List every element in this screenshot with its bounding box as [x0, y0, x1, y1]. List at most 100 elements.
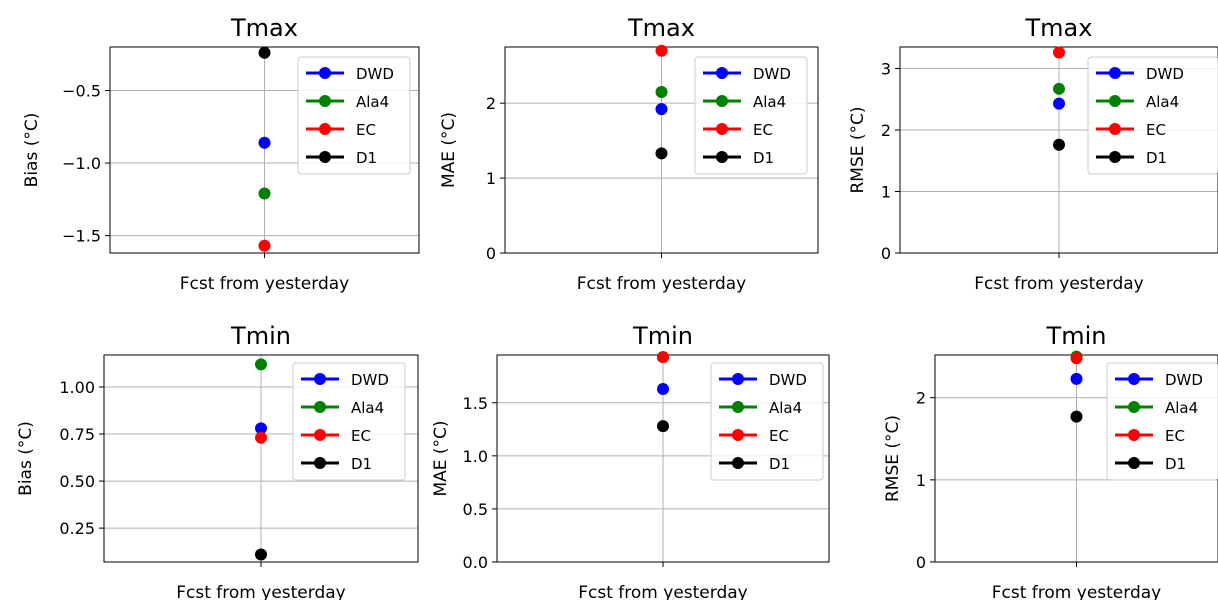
legend-label-dwd: DWD: [769, 371, 807, 389]
subplot-title: Tmax: [1025, 14, 1093, 42]
legend-marker-ec: [732, 429, 744, 441]
y-axis-label: MAE (°C): [439, 112, 459, 188]
x-axis-label: Fcst from yesterday: [577, 274, 746, 294]
subplot-title: Tmax: [230, 14, 298, 42]
subplot-4: 0.25 0.50 0.75 1.00 Tmin Fcst from yesterday B…: [16, 322, 419, 600]
y-tick-label: 1.00: [59, 378, 95, 397]
data-point-d1: [655, 147, 668, 160]
legend-label-d1: D1: [769, 455, 790, 473]
legend-label-ala4: Ala4: [1146, 93, 1179, 111]
y-axis-label: Bias (°C): [22, 113, 42, 188]
y-tick-label: −1.5: [62, 227, 101, 246]
y-tick-label: 0: [916, 553, 926, 572]
legend-label-ec: EC: [1146, 121, 1166, 139]
subplot-5: 0.0 0.5 1.0 1.5 Tmin Fcst from yesterday MAE (…: [431, 322, 830, 600]
subplot-6: 0 1 2 Tmin Fcst from yesterday RMSE (°C) DWD Al…: [883, 322, 1218, 600]
legend-label-d1: D1: [1165, 455, 1186, 473]
legend-marker-ala4: [1128, 401, 1140, 413]
legend-marker-ec: [1128, 429, 1140, 441]
y-tick-label: 0.50: [59, 472, 95, 491]
y-axis-label: MAE (°C): [431, 420, 451, 496]
data-point-dwd: [655, 103, 668, 116]
legend-marker-dwd: [1109, 67, 1121, 79]
data-point-dwd: [1070, 372, 1083, 385]
data-point-ec: [657, 351, 669, 364]
y-axis-label: RMSE (°C): [848, 106, 868, 193]
legend-marker-ec: [1109, 123, 1121, 135]
subplot-title: Tmin: [632, 322, 693, 350]
y-axis-label: RMSE (°C): [883, 415, 903, 502]
legend-box: [1106, 362, 1218, 481]
y-tick-label: 1: [916, 471, 926, 490]
y-tick-label: 2: [881, 121, 891, 140]
legend-label-dwd: DWD: [753, 65, 791, 83]
legend-label-ec: EC: [1165, 427, 1185, 445]
legend-label-ec: EC: [753, 121, 773, 139]
legend-marker-dwd: [716, 67, 728, 79]
legend-label-ala4: Ala4: [1165, 399, 1198, 417]
data-point-d1: [1053, 138, 1065, 151]
y-tick-label: 1.0: [463, 447, 488, 466]
data-point-d1: [1070, 410, 1083, 423]
data-point-ec: [1053, 46, 1065, 59]
y-tick-label: 2: [486, 94, 496, 113]
legend-marker-dwd: [1128, 373, 1140, 385]
legend-label-ala4: Ala4: [351, 399, 384, 417]
legend-label-d1: D1: [356, 149, 377, 167]
legend-label-ec: EC: [351, 427, 371, 445]
data-point-ala4: [1053, 82, 1065, 95]
legend-box: [710, 362, 824, 481]
legend: DWD Ala4 EC D1: [297, 56, 411, 175]
legend-marker-ala4: [319, 95, 331, 107]
data-point-ec: [1070, 352, 1083, 365]
legend-marker-d1: [732, 457, 744, 469]
y-axis-label: Bias (°C): [16, 421, 36, 496]
x-axis-label: Fcst from yesterday: [180, 274, 349, 294]
legend-marker-d1: [314, 457, 326, 469]
legend: DWD Ala4 EC D1: [1087, 56, 1218, 175]
y-tick-label: 2: [916, 389, 926, 408]
legend-label-ala4: Ala4: [753, 93, 786, 111]
data-point-d1: [657, 420, 669, 433]
legend-marker-ec: [319, 123, 331, 135]
subplot-1: −1.5 −1.0 −0.5 Tmax Fcst from yesterday Bias …: [22, 14, 420, 294]
data-point-dwd: [255, 422, 267, 435]
legend: DWD Ala4 EC D1: [292, 362, 406, 481]
legend-marker-dwd: [732, 373, 744, 385]
data-point-dwd: [657, 382, 669, 395]
legend-label-dwd: DWD: [1146, 65, 1184, 83]
y-tick-label: 1: [881, 183, 891, 202]
legend: DWD Ala4 EC D1: [710, 362, 824, 481]
data-point-dwd: [258, 136, 271, 149]
data-point-ec: [258, 239, 271, 252]
subplot-2: 0 1 2 Tmax Fcst from yesterday MAE (°C) DWD Ala…: [439, 14, 819, 294]
subplot-title: Tmin: [1046, 322, 1107, 350]
legend-box: [292, 362, 406, 481]
y-tick-label: 0.25: [59, 519, 95, 538]
legend-marker-d1: [716, 151, 728, 163]
legend: DWD Ala4 EC D1: [694, 56, 808, 175]
y-tick-label: 3: [881, 60, 891, 79]
legend-marker-ec: [716, 123, 728, 135]
y-tick-label: 0.75: [59, 425, 95, 444]
x-axis-label: Fcst from yesterday: [578, 583, 747, 600]
data-point-ala4: [655, 85, 668, 98]
legend-marker-d1: [319, 151, 331, 163]
legend-marker-ala4: [732, 401, 744, 413]
y-tick-label: 0.0: [463, 553, 488, 572]
legend-marker-d1: [1128, 457, 1140, 469]
data-point-ec: [655, 44, 668, 57]
data-point-ec: [255, 431, 267, 444]
data-point-dwd: [1053, 97, 1065, 110]
legend: DWD Ala4 EC D1: [1106, 362, 1218, 481]
legend-label-dwd: DWD: [356, 65, 394, 83]
data-point-d1: [255, 548, 267, 561]
y-tick-label: −1.0: [62, 154, 101, 173]
legend-label-d1: D1: [351, 455, 372, 473]
x-axis-label: Fcst from yesterday: [992, 583, 1161, 600]
legend-marker-dwd: [314, 373, 326, 385]
y-tick-label: 0: [486, 244, 496, 263]
legend-marker-ala4: [1109, 95, 1121, 107]
subplot-title: Tmin: [230, 322, 291, 350]
